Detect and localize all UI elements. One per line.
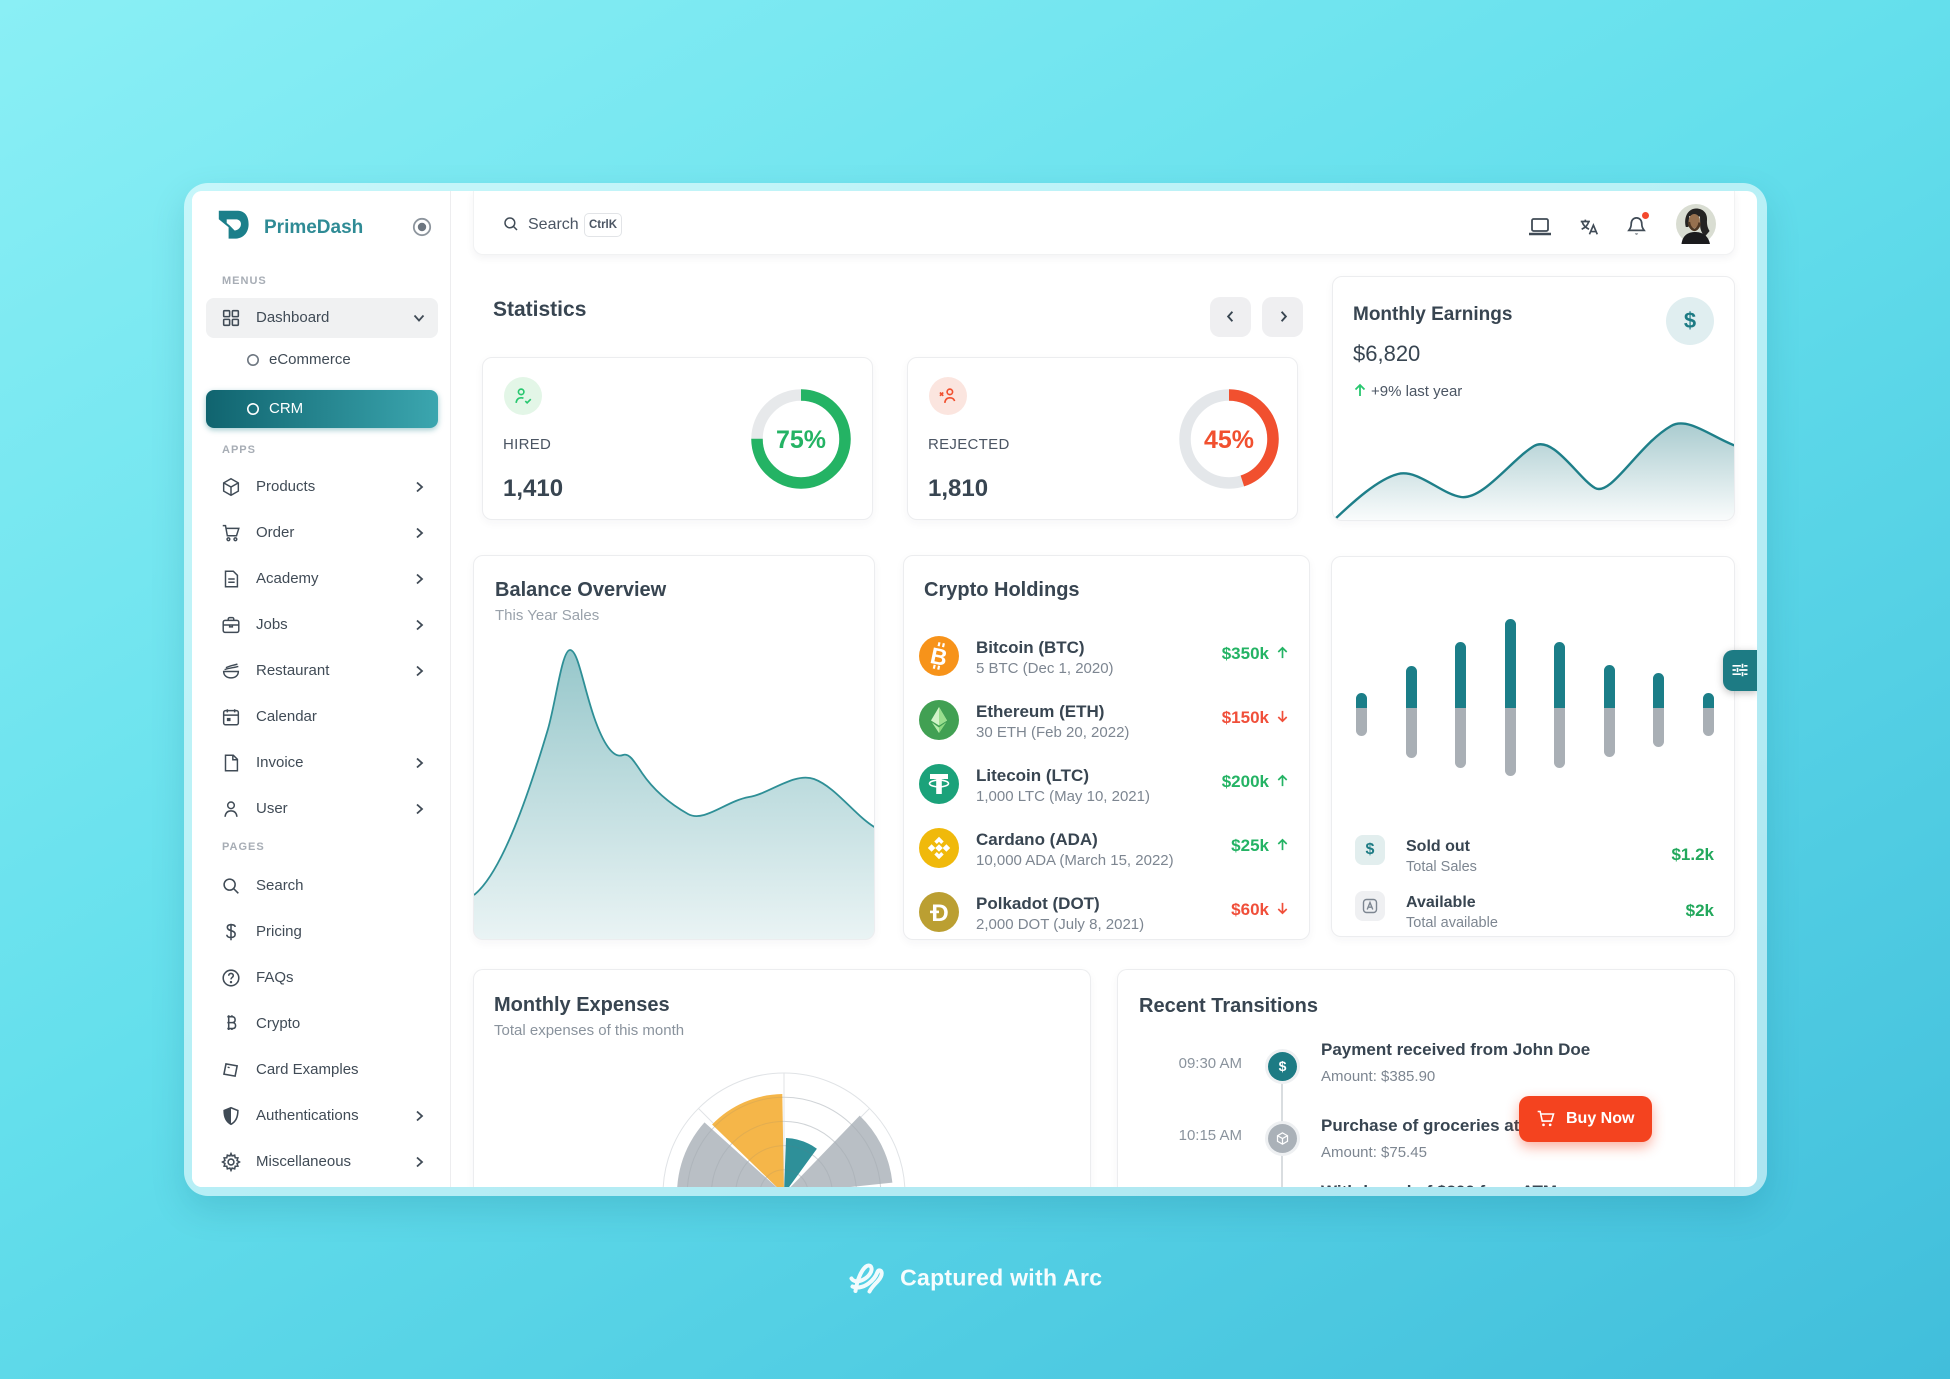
- svg-text:45%: 45%: [1204, 426, 1254, 454]
- svg-text:B: B: [928, 642, 950, 671]
- svg-text:D: D: [931, 900, 948, 927]
- svg-text:75%: 75%: [776, 426, 826, 454]
